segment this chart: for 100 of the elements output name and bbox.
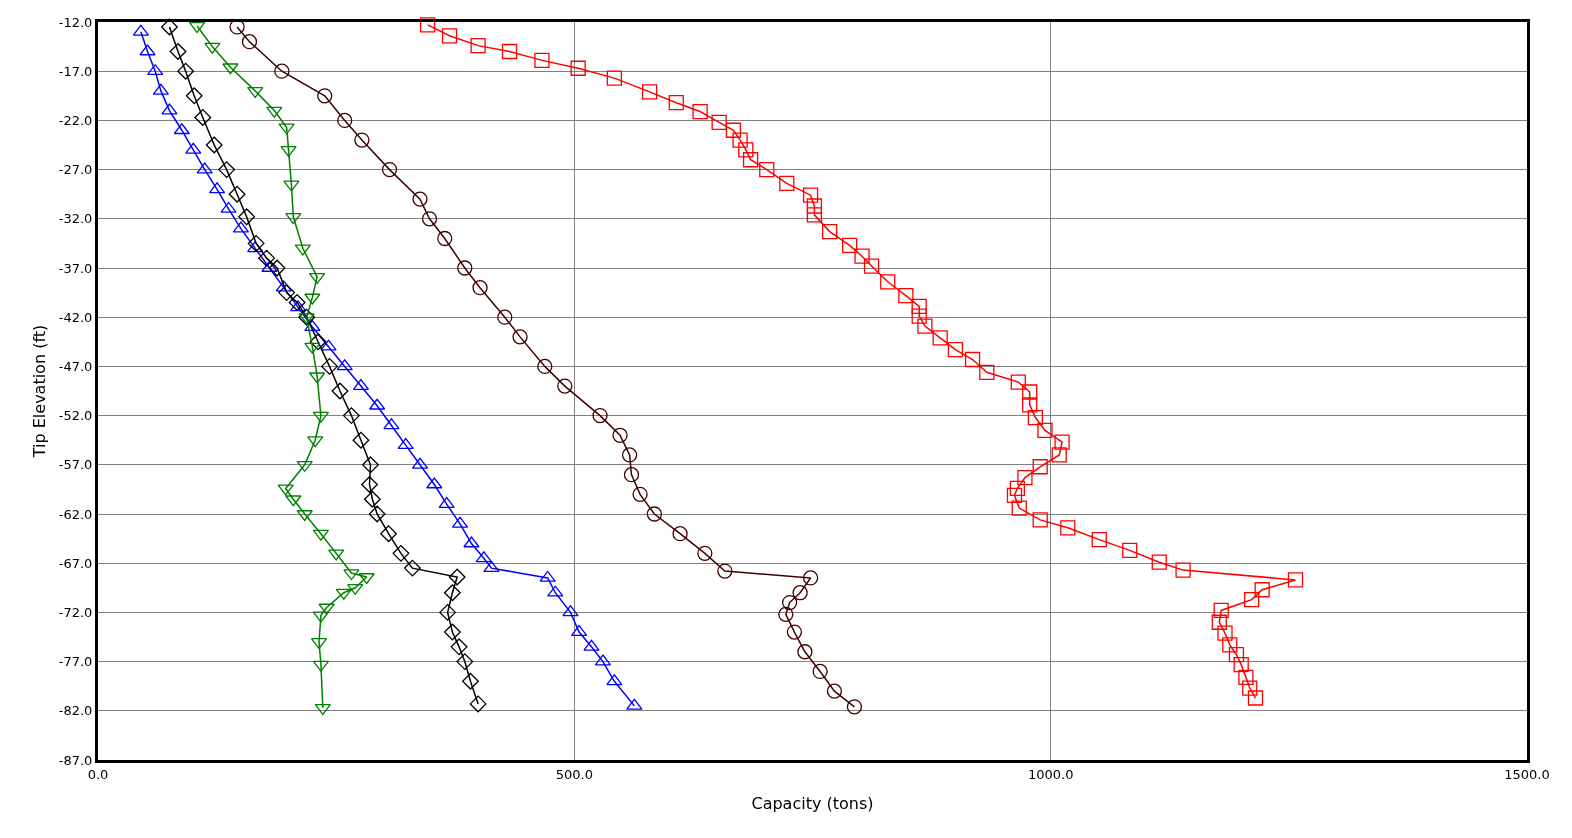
y-tick-label: -32.0	[58, 211, 93, 227]
point	[222, 63, 239, 75]
point	[205, 136, 223, 154]
point	[782, 594, 798, 611]
point	[397, 437, 414, 450]
point	[177, 62, 195, 80]
point	[438, 497, 455, 509]
point	[392, 544, 410, 562]
point	[314, 703, 331, 715]
point	[194, 109, 212, 126]
point	[354, 132, 370, 148]
point	[268, 259, 286, 277]
point	[802, 570, 819, 586]
point	[717, 563, 733, 579]
y-tick-label: -82.0	[58, 703, 93, 719]
point	[621, 447, 638, 463]
point	[304, 293, 321, 305]
point	[786, 624, 803, 640]
point	[381, 161, 398, 178]
point	[361, 476, 378, 493]
point	[304, 319, 321, 331]
x-tick-label: 1000.0	[1027, 766, 1074, 782]
point	[298, 308, 316, 326]
point	[646, 506, 663, 522]
y-tick-label: -27.0	[58, 162, 93, 178]
point	[368, 505, 386, 523]
point	[337, 112, 353, 129]
point	[362, 456, 379, 474]
point	[283, 180, 300, 192]
point	[412, 191, 428, 207]
y-tick-label: -62.0	[58, 506, 93, 522]
x-tick-label: 0.0	[87, 766, 109, 782]
point	[336, 359, 353, 371]
point	[380, 525, 398, 543]
y-tick-label: -67.0	[58, 555, 93, 571]
point	[218, 161, 236, 179]
point	[623, 466, 640, 483]
point	[697, 545, 713, 561]
point	[304, 342, 321, 354]
point	[456, 653, 474, 671]
point	[583, 639, 600, 651]
point	[328, 549, 345, 561]
point	[139, 44, 156, 56]
point	[161, 103, 178, 115]
point	[261, 260, 278, 272]
point	[320, 339, 337, 351]
point	[562, 605, 579, 617]
point	[352, 431, 370, 449]
point	[363, 490, 381, 508]
point	[632, 486, 648, 502]
point	[278, 123, 295, 135]
point	[463, 536, 480, 548]
point	[778, 606, 794, 623]
point	[277, 484, 294, 496]
point	[826, 683, 843, 699]
point	[797, 644, 813, 660]
point	[497, 309, 513, 325]
point	[450, 638, 468, 656]
point	[331, 382, 349, 400]
point	[274, 63, 290, 79]
point	[626, 698, 643, 710]
point	[169, 43, 187, 60]
point	[512, 329, 528, 345]
point	[307, 436, 324, 448]
point	[321, 357, 338, 375]
point	[285, 495, 302, 507]
point	[296, 460, 313, 472]
point	[258, 249, 276, 267]
point	[347, 583, 364, 595]
point	[185, 87, 203, 105]
point	[612, 427, 628, 443]
point	[403, 559, 421, 577]
point	[539, 570, 556, 582]
point	[342, 407, 360, 425]
point	[317, 88, 333, 104]
point	[483, 560, 500, 573]
point	[294, 244, 311, 256]
point	[308, 272, 326, 285]
y-axis-title: Tip Elevation (ft)	[29, 324, 49, 459]
point	[220, 201, 237, 213]
point	[196, 162, 213, 174]
x-tick-label: 1500.0	[1504, 766, 1550, 782]
point	[846, 699, 863, 715]
point	[547, 585, 564, 597]
point	[557, 378, 573, 394]
point	[278, 284, 296, 302]
point	[792, 585, 808, 601]
point	[161, 18, 178, 36]
point	[383, 418, 400, 430]
point	[606, 674, 623, 686]
y-tick-label: -57.0	[58, 457, 93, 473]
y-tick-label: -77.0	[58, 654, 93, 670]
y-tick-label: -52.0	[58, 408, 93, 424]
point	[443, 584, 461, 602]
point	[443, 623, 461, 641]
point	[462, 672, 479, 690]
point	[592, 407, 608, 424]
point	[437, 230, 453, 247]
point	[457, 260, 473, 276]
point	[335, 588, 352, 600]
